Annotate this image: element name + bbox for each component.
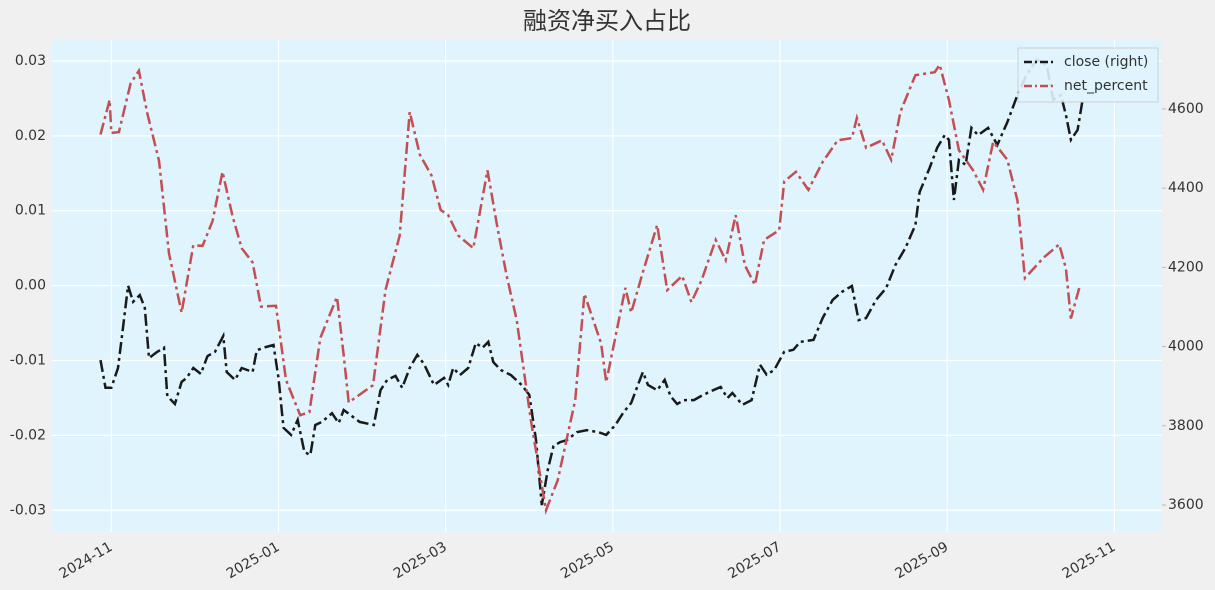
y2-tick-label: 4000 xyxy=(1168,339,1204,355)
legend-label: net_percent xyxy=(1064,78,1148,94)
y-tick-label: 0.01 xyxy=(15,203,46,219)
y-tick-label: -0.02 xyxy=(10,427,46,443)
y2-tick-label: 4600 xyxy=(1168,101,1204,117)
x-tick-label: 2025-09 xyxy=(893,539,952,582)
y2-tick-label: 3600 xyxy=(1168,497,1204,513)
y-tick-label: -0.03 xyxy=(10,502,46,518)
chart-title: 融资净买入占比 xyxy=(523,7,691,35)
legend-label: close (right) xyxy=(1064,54,1148,70)
series-line xyxy=(99,61,1082,515)
y2-tick-label: 4200 xyxy=(1168,259,1204,275)
x-tick-label: 2025-05 xyxy=(558,539,617,582)
y-tick-label: 0.02 xyxy=(15,128,46,144)
series-line xyxy=(99,58,1084,506)
x-tick-label: 2025-01 xyxy=(224,539,283,582)
x-tick-label: 2024-11 xyxy=(57,539,116,582)
y-tick-label: 0.03 xyxy=(15,53,46,69)
x-tick-label: 2025-03 xyxy=(391,539,450,582)
x-tick-label: 2025-11 xyxy=(1060,539,1119,582)
y-tick-label: -0.01 xyxy=(10,353,46,369)
y2-tick-label: 4400 xyxy=(1168,180,1204,196)
x-tick-label: 2025-07 xyxy=(725,539,784,582)
y-tick-label: 0.00 xyxy=(15,278,46,294)
y2-tick-label: 3800 xyxy=(1168,418,1204,434)
legend-box xyxy=(1017,47,1159,103)
